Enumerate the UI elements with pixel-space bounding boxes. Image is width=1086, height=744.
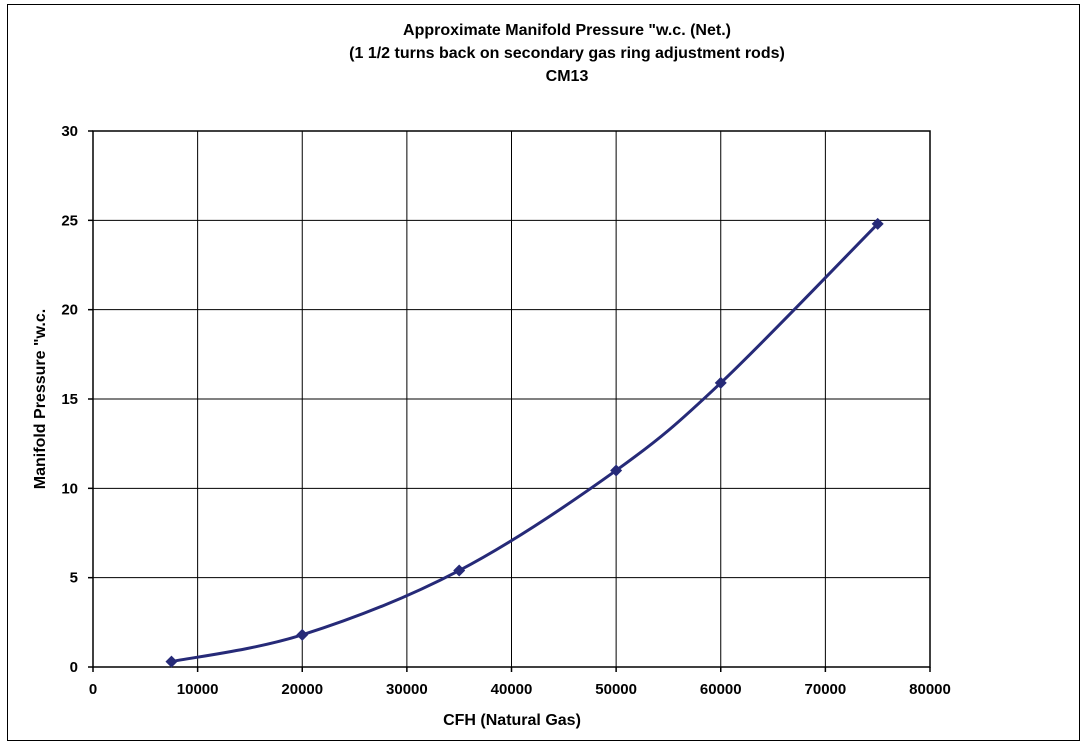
y-tick-label: 20: [61, 302, 78, 319]
chart-title-line-2: (1 1/2 turns back on secondary gas ring …: [349, 45, 785, 62]
x-tick-label: 70000: [805, 681, 847, 698]
x-tick-label: 60000: [700, 681, 742, 698]
y-tick-label: 30: [61, 123, 78, 140]
x-tick-label: 10000: [177, 681, 219, 698]
y-tick-label: 15: [61, 391, 78, 408]
chart-title-line-3: CM13: [546, 68, 589, 85]
x-tick-label: 30000: [386, 681, 428, 698]
x-tick-label: 40000: [491, 681, 533, 698]
y-tick-label: 25: [61, 212, 78, 229]
x-tick-label: 20000: [281, 681, 323, 698]
x-axis-ticks: 0 10000 20000 30000 40000 50000 60000 70000 8000…: [89, 667, 951, 698]
data-point-marker: [871, 217, 884, 230]
series-line: [171, 222, 879, 664]
data-series: [165, 217, 884, 668]
data-point-marker: [453, 564, 466, 577]
chart-title: Approximate Manifold Pressure "w.c. (Net…: [349, 22, 785, 85]
y-tick-label: 0: [70, 659, 78, 676]
x-tick-label: 80000: [909, 681, 951, 698]
data-point-marker: [165, 655, 178, 668]
y-tick-label: 5: [70, 570, 78, 587]
x-tick-label: 0: [89, 681, 97, 698]
x-axis-label: CFH (Natural Gas): [443, 712, 581, 729]
data-point-marker: [610, 464, 623, 477]
chart-frame: [7, 4, 1080, 741]
data-point-marker: [296, 628, 309, 641]
y-axis-ticks: 0 5 10 15 20 25 30: [61, 123, 93, 676]
y-axis-label: Manifold Pressure "w.c.: [32, 309, 49, 489]
chart-title-line-1: Approximate Manifold Pressure "w.c. (Net…: [403, 22, 731, 39]
x-tick-label: 50000: [595, 681, 637, 698]
y-tick-label: 10: [61, 480, 78, 497]
data-point-marker: [714, 376, 727, 389]
grid-lines: [93, 131, 930, 667]
